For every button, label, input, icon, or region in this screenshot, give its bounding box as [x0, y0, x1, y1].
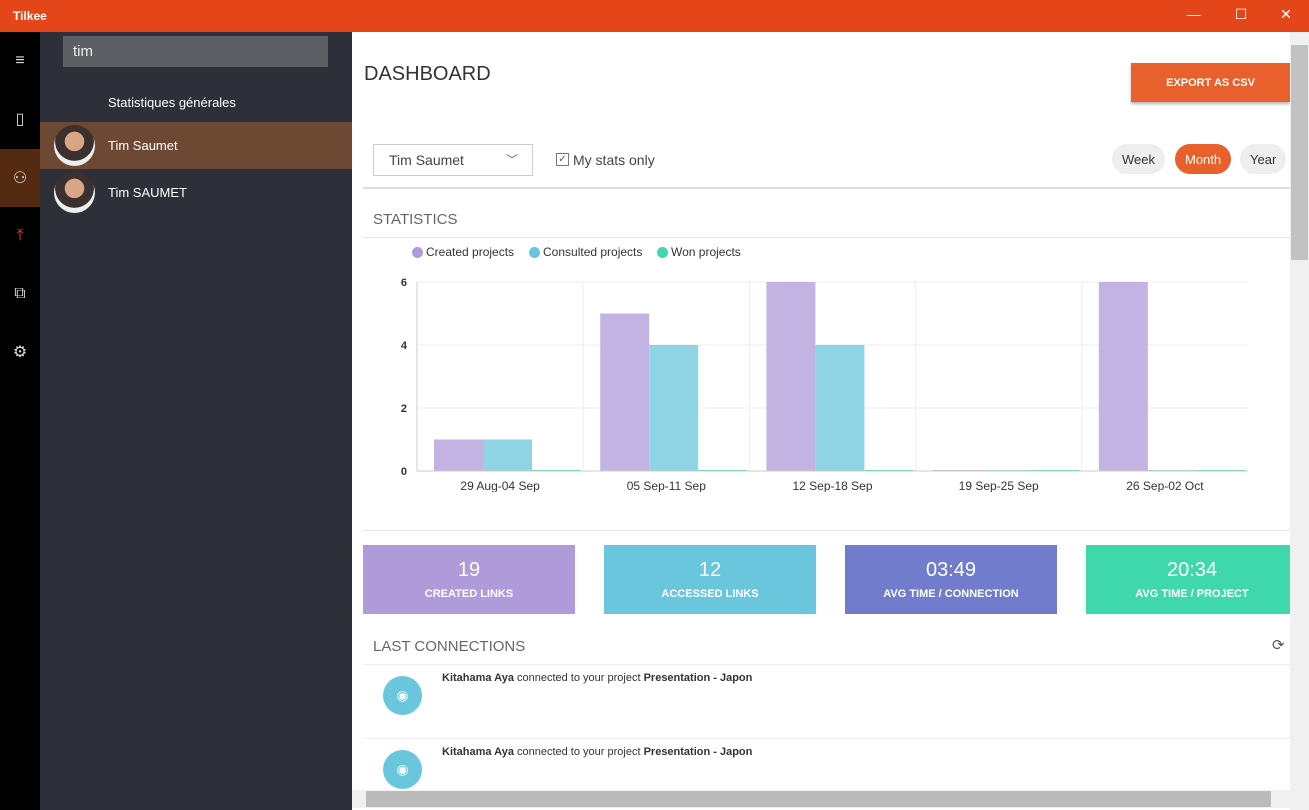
last-connections-heading: LAST CONNECTIONS	[373, 638, 526, 655]
vertical-scroll-thumb[interactable]	[1291, 45, 1308, 260]
hamburger-icon[interactable]: ≡	[15, 52, 25, 69]
nav-rail: ≡ ▯ ⚇ ⤒ ⧉ ⚙	[0, 32, 40, 810]
eye-icon: ◉	[383, 750, 422, 789]
stat-label: AVG TIME / CONNECTION	[883, 588, 1019, 600]
user-item[interactable]: Tim SAUMET	[40, 169, 352, 216]
page-title: DASHBOARD	[364, 63, 491, 85]
divider	[363, 530, 1290, 531]
dashboard: DASHBOARD EXPORT AS CSV Tim Saumet ﹀ ✓ My…	[352, 32, 1290, 790]
stat-value: 20:34	[1166, 559, 1218, 581]
stat-card: 12 ACCESSED LINKS	[604, 545, 816, 614]
user-dropdown[interactable]: Tim Saumet ﹀	[373, 144, 533, 176]
user-dropdown-value: Tim Saumet	[389, 152, 464, 168]
bar-created-projects	[434, 439, 483, 471]
user-name: Tim Saumet	[108, 138, 178, 153]
connection-item: ◉ Kitahama Aya connected to your project …	[363, 664, 1290, 738]
stat-card: 03:49 AVG TIME / CONNECTION	[845, 545, 1057, 614]
stat-card: 20:34 AVG TIME / PROJECT	[1086, 545, 1290, 614]
eye-icon: ◉	[383, 676, 422, 715]
divider	[363, 237, 1290, 238]
user-name: Tim SAUMET	[108, 185, 187, 200]
search-input[interactable]	[63, 36, 328, 67]
stat-label: ACCESSED LINKS	[661, 588, 759, 600]
general-stats-label: Statistiques générales	[108, 95, 236, 110]
x-tick-label: 12 Sep-18 Sep	[792, 479, 872, 492]
bar-consulted-projects	[815, 345, 865, 471]
legend-created[interactable]: Created projects	[412, 245, 514, 259]
close-button[interactable]: ✕	[1280, 6, 1292, 22]
stat-value: 03:49	[925, 559, 977, 581]
bar-consulted-projects	[649, 345, 699, 471]
app-title: Tilkee	[13, 9, 47, 23]
week-button[interactable]: Week	[1112, 144, 1165, 174]
stat-value: 19	[457, 559, 481, 581]
divider	[363, 187, 1290, 189]
title-bar: Tilkee — ☐ ✕	[0, 0, 1309, 32]
export-csv-button[interactable]: EXPORT AS CSV	[1131, 63, 1290, 102]
refresh-icon[interactable]: ⟳	[1272, 637, 1285, 654]
stat-label: CREATED LINKS	[424, 588, 514, 600]
my-stats-label: My stats only	[573, 152, 655, 168]
horizontal-scroll-thumb[interactable]	[366, 791, 1271, 807]
statistics-heading: STATISTICS	[373, 211, 458, 228]
share-icon[interactable]: ⧉	[14, 285, 26, 302]
avatar	[54, 125, 95, 166]
x-tick-label: 05 Sep-11 Sep	[627, 479, 706, 492]
bar-created-projects	[600, 313, 650, 471]
x-tick-label: 19 Sep-25 Sep	[959, 479, 1039, 492]
legend-consulted[interactable]: Consulted projects	[529, 245, 642, 259]
gear-icon[interactable]: ⚙	[12, 344, 28, 361]
y-tick-label: 6	[401, 277, 407, 289]
month-button[interactable]: Month	[1175, 144, 1232, 174]
bar-consulted-projects	[483, 439, 532, 471]
chevron-down-icon: ﹀	[505, 153, 518, 167]
user-panel: Statistiques générales Tim Saumet Tim SA…	[40, 32, 352, 810]
minimize-button[interactable]: —	[1187, 6, 1201, 22]
bar-created-projects	[1098, 282, 1148, 471]
bar-created-projects	[766, 282, 816, 471]
upload-icon[interactable]: ⤒	[16, 227, 24, 244]
users-icon[interactable]: ⚇	[0, 149, 40, 207]
x-tick-label: 29 Aug-04 Sep	[460, 479, 540, 492]
bar-chart: 0 2 4 6 29 Aug-04 Sep 05 Sep-11 Sep 12 Sep-18 …	[401, 277, 1248, 492]
y-tick-label: 2	[401, 403, 407, 415]
y-tick-label: 4	[401, 340, 408, 352]
connection-item: ◉ Kitahama Aya connected to your project …	[363, 738, 1290, 790]
avatar	[54, 172, 95, 213]
legend-won[interactable]: Won projects	[657, 245, 741, 259]
y-tick-label: 0	[401, 466, 407, 478]
my-stats-checkbox[interactable]: ✓	[556, 153, 569, 166]
year-button[interactable]: Year	[1240, 144, 1287, 174]
tablet-icon[interactable]: ▯	[15, 111, 25, 128]
maximize-button[interactable]: ☐	[1234, 6, 1248, 22]
x-tick-label: 26 Sep-02 Oct	[1126, 479, 1204, 492]
stat-value: 12	[698, 559, 722, 581]
user-item[interactable]: Tim Saumet	[40, 122, 352, 169]
stat-label: AVG TIME / PROJECT	[1135, 588, 1249, 600]
stat-card: 19 CREATED LINKS	[363, 545, 575, 614]
general-stats-item[interactable]: Statistiques générales	[40, 78, 352, 125]
